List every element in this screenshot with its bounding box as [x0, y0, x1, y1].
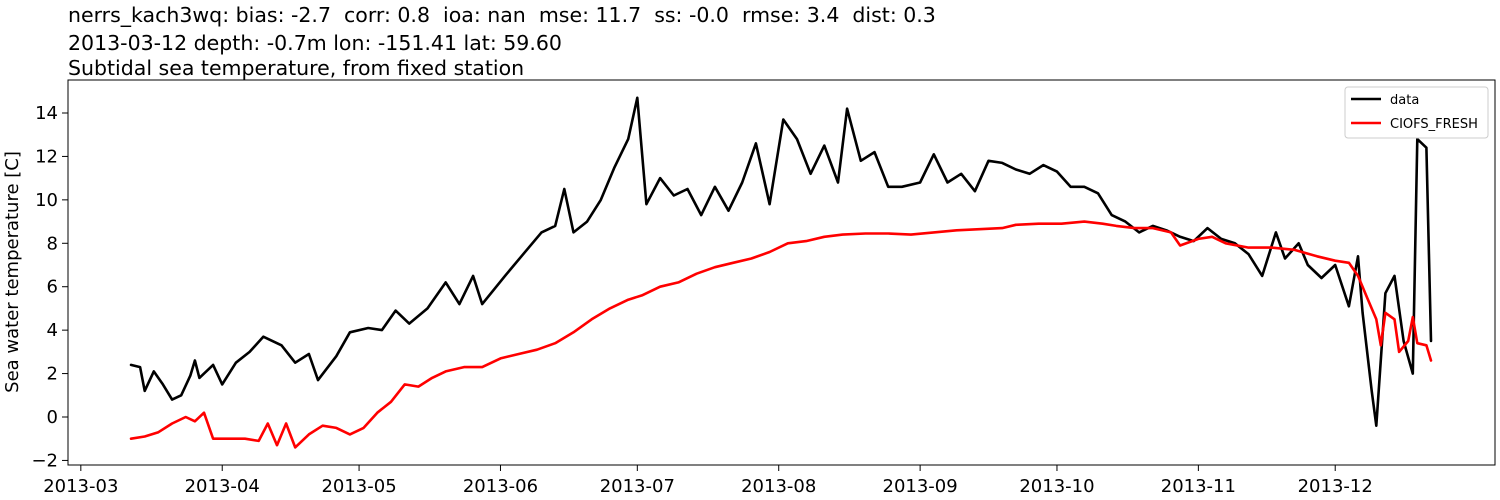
y-tick-label: 14: [35, 103, 58, 124]
chart-title-description: Subtidal sea temperature, from fixed sta…: [68, 56, 525, 80]
x-tick-label: 2013-07: [600, 476, 675, 497]
x-tick-label: 2013-11: [1161, 476, 1236, 497]
series-line-data: [129, 96, 1433, 427]
y-tick-label: 6: [47, 277, 58, 298]
x-tick-label: 2013-06: [463, 476, 538, 497]
y-tick-label: 0: [47, 407, 58, 428]
chart-title-stats: nerrs_kach3wq: bias: -2.7 corr: 0.8 ioa:…: [68, 3, 936, 27]
x-tick-label: 2013-12: [1298, 476, 1373, 497]
x-tick-label: 2013-04: [185, 476, 260, 497]
y-tick-label: 12: [35, 146, 58, 167]
legend-label: CIOFS_FRESH: [1390, 117, 1478, 132]
y-axis-label: Sea water temperature [C]: [2, 151, 23, 393]
series-line-ciofs-fresh: [129, 220, 1433, 449]
plot-frame: [67, 79, 1496, 466]
x-tick-label: 2013-08: [741, 476, 816, 497]
y-tick-label: 8: [47, 233, 58, 254]
y-tick-label: −2: [31, 450, 58, 471]
y-tick-label: 4: [47, 320, 58, 341]
x-tick-label: 2013-10: [1019, 476, 1094, 497]
axes-layer: 2013-03 2013-04 2013-05 2013-06 2013-07 2013-…: [31, 103, 1372, 497]
y-tick-label: 2: [47, 364, 58, 385]
x-tick-label: 2013-03: [43, 476, 118, 497]
y-tick-label: 10: [35, 190, 58, 211]
series-layer: [129, 96, 1433, 449]
legend: data CIOFS_FRESH: [1344, 86, 1489, 139]
x-tick-label: 2013-05: [321, 476, 396, 497]
chart-title-station-info: 2013-03-12 depth: -0.7m lon: -151.41 lat…: [68, 31, 562, 55]
legend-label: data: [1390, 93, 1419, 108]
x-tick-label: 2013-09: [883, 476, 958, 497]
